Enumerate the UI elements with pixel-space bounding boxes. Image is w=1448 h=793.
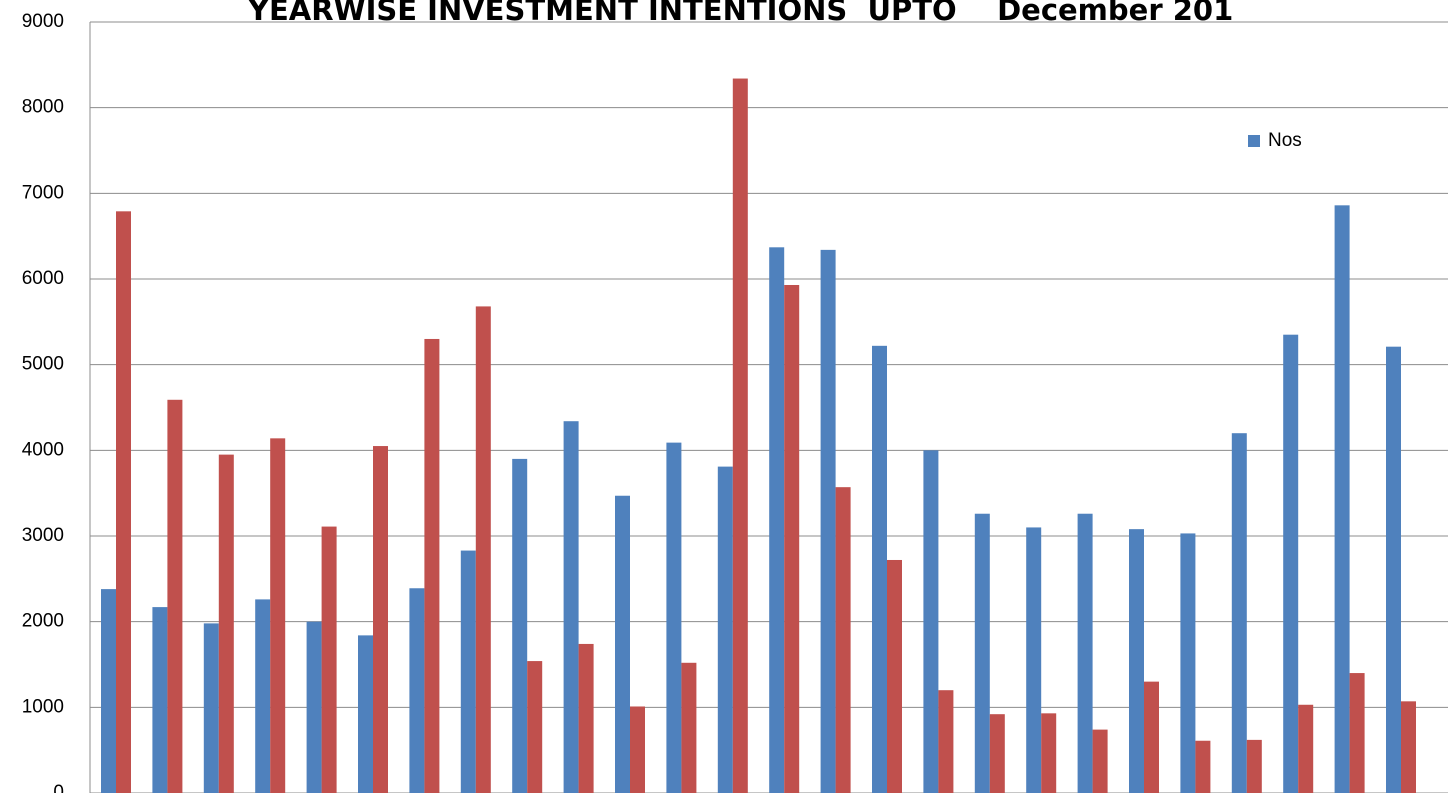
bar [1246,739,1262,793]
y-tick-label: 3000 [22,525,64,546]
bar [475,306,491,793]
bar [167,399,183,793]
bar [732,78,748,793]
bar [1401,701,1416,793]
legend-label: Nos [1268,130,1302,151]
bar [409,588,425,793]
y-tick-label: 9000 [22,11,64,32]
bar [923,450,939,793]
bar [974,513,990,793]
bar [717,466,733,793]
bar [784,284,800,793]
bar [373,446,388,793]
bar [1041,713,1057,793]
bar [1180,533,1196,793]
bar [203,623,219,793]
bar [460,550,476,793]
bar [563,421,579,793]
bar [1386,346,1401,793]
y-tick-label: 4000 [22,439,64,460]
bar [358,635,373,793]
bar [938,690,954,793]
bar [1283,334,1299,793]
y-tick-label: 7000 [22,182,64,203]
bar [1144,681,1159,793]
bar [101,589,116,793]
legend-swatch [1248,135,1260,147]
y-tick-label: 2000 [22,611,64,632]
bar [321,526,337,793]
bar [255,599,271,793]
bar [1026,527,1042,793]
bar [1195,740,1211,793]
y-tick-label: 5000 [22,354,64,375]
bar [769,247,785,793]
bar [666,442,682,793]
bar [615,495,630,793]
bar [1334,205,1350,793]
bar [218,454,234,793]
bar [424,338,440,793]
bar [1092,729,1108,793]
bar [578,643,594,793]
y-tick-label: 1000 [22,696,64,717]
bar [989,714,1005,793]
chart-title: YEARWISE INVESTMENT INTENTIONS UPTO Dece… [247,0,1233,27]
y-tick-label: 0 [53,782,64,793]
bar [887,559,902,793]
bar [527,661,543,793]
bar [152,607,168,793]
y-tick-label: 8000 [22,97,64,118]
bar [1349,673,1365,793]
bar [872,345,887,793]
bar [1231,433,1247,793]
bar [1129,529,1144,793]
bar [1298,704,1314,793]
bar [1077,513,1093,793]
y-tick-label: 6000 [22,268,64,289]
bar [820,249,836,793]
bar [512,458,528,793]
bar [306,621,322,793]
bar [630,706,645,793]
bar [681,662,697,793]
bar [270,438,286,793]
bar [835,487,851,793]
bar [116,211,131,793]
